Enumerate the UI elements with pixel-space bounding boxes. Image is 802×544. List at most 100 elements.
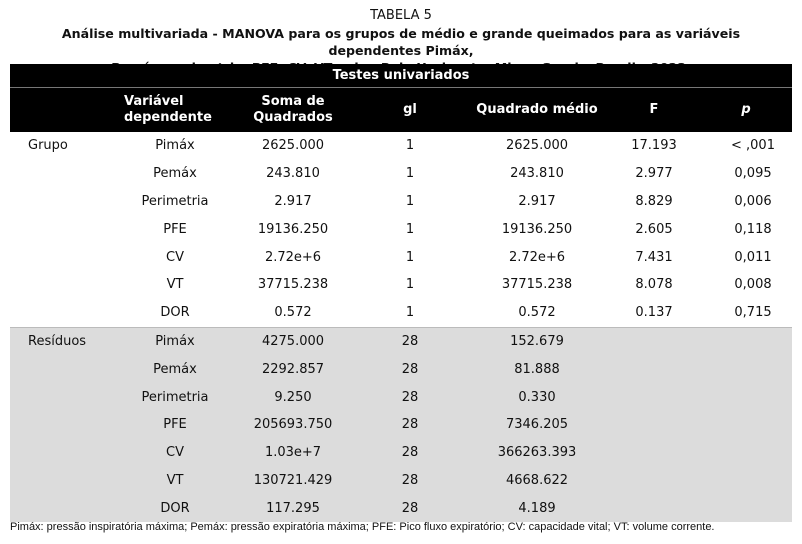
cell-ms: 366263.393	[466, 438, 608, 467]
cell-ss: 1.03e+7	[232, 438, 354, 467]
cell-variable: Pimáx	[118, 326, 232, 356]
header-p: p	[700, 87, 792, 132]
cell-df: 1	[405, 138, 415, 154]
header-empty	[10, 87, 118, 132]
cell-p	[700, 355, 792, 384]
cell-ss: 4275.000	[232, 326, 354, 356]
cell-p: 0,118	[734, 221, 772, 237]
header-variable-line2: dependente	[124, 110, 212, 125]
cell-df: 28	[354, 466, 466, 495]
cell-p: 0,008	[734, 277, 772, 293]
cell-ss: 19136.250	[257, 221, 329, 237]
table-row: CV 1.03e+7 28 366263.393	[10, 438, 792, 467]
cell-f	[608, 355, 700, 384]
cell-ss: 37715.238	[257, 277, 329, 293]
caption-line-1: Análise multivariada - MANOVA para os gr…	[61, 26, 741, 58]
cell-ms: 37715.238	[501, 277, 573, 293]
table-title: TABELA 5	[370, 8, 432, 23]
cell-variable: Pemáx	[118, 355, 232, 384]
table-row: CV 2.72e+6 1 2.72e+6 7.431 0,011	[10, 243, 792, 271]
cell-variable: CV	[166, 249, 184, 265]
cell-f	[608, 326, 700, 356]
cell-f: 8.829	[635, 193, 673, 209]
band-row: Testes univariados	[10, 64, 792, 88]
cell-p	[700, 494, 792, 523]
cell-p: 0,006	[734, 193, 772, 209]
cell-p	[700, 410, 792, 439]
cell-variable: VT	[166, 277, 184, 293]
cell-f: 7.431	[635, 249, 673, 265]
cell-ss: 130721.429	[232, 466, 354, 495]
cell-variable: Perimetria	[141, 193, 209, 209]
cell-ss: 2.72e+6	[264, 249, 322, 265]
table-row: Perimetria 2.917 1 2.917 8.829 0,006	[10, 188, 792, 216]
table-footnote: Pimáx: pressão inspiratória máxima; Pemá…	[10, 521, 715, 533]
cell-ms: 19136.250	[501, 221, 573, 237]
cell-ms: 2.917	[518, 193, 556, 209]
cell-f: 8.078	[635, 277, 673, 293]
cell-ms: 81.888	[466, 355, 608, 384]
cell-ms: 7346.205	[466, 410, 608, 439]
cell-p	[700, 466, 792, 495]
cell-f: 2.605	[635, 221, 673, 237]
cell-ms: 0.330	[466, 383, 608, 411]
table-row: VT 130721.429 28 4668.622	[10, 466, 792, 495]
cell-ms: 243.810	[510, 166, 564, 182]
cell-ss: 117.295	[232, 494, 354, 523]
cell-ss: 9.250	[232, 383, 354, 411]
cell-f	[608, 494, 700, 523]
cell-f: 0.137	[635, 305, 673, 321]
table-row: DOR 0.572 1 0.572 0.137 0,715	[10, 299, 792, 327]
header-ss-line2: Quadrados	[253, 110, 333, 125]
cell-ms: 2625.000	[505, 138, 569, 154]
cell-ms: 4.189	[466, 494, 608, 523]
cell-variable: CV	[118, 438, 232, 467]
table-row: Grupo Pimáx 2625.000 1 2625.000 17.193 <…	[10, 132, 792, 160]
cell-df: 1	[405, 277, 415, 293]
cell-variable: Pemáx	[153, 166, 197, 182]
header-variable-line1: Variável	[124, 94, 184, 109]
cell-df: 28	[354, 383, 466, 411]
table-row: DOR 117.295 28 4.189	[10, 494, 792, 523]
cell-df: 28	[354, 355, 466, 384]
header-f: F	[608, 87, 700, 132]
cell-p	[700, 383, 792, 411]
cell-p	[700, 438, 792, 467]
cell-variable: VT	[118, 466, 232, 495]
group-label-residuos: Resíduos	[10, 326, 118, 356]
group-label-grupo: Grupo	[28, 138, 68, 154]
cell-df: 28	[354, 326, 466, 356]
cell-f	[608, 410, 700, 439]
header-sum-of-squares: Soma de Quadrados	[232, 87, 354, 132]
cell-p: 0,715	[734, 305, 772, 321]
table-row: PFE 205693.750 28 7346.205	[10, 410, 792, 439]
cell-ss: 2.917	[274, 193, 312, 209]
cell-df: 28	[354, 494, 466, 523]
cell-variable: PFE	[163, 221, 187, 237]
cell-ss: 243.810	[266, 166, 320, 182]
cell-ss: 0.572	[274, 305, 312, 321]
cell-p: < ,001	[731, 138, 775, 154]
cell-ms: 2.72e+6	[508, 249, 566, 265]
cell-df: 1	[405, 249, 415, 265]
cell-df: 28	[354, 410, 466, 439]
manova-table: Testes univariados Variável dependente S…	[10, 64, 792, 523]
header-ss-line1: Soma de	[261, 94, 325, 109]
cell-variable: PFE	[118, 410, 232, 439]
header-df: gl	[354, 87, 466, 132]
cell-df: 28	[354, 438, 466, 467]
cell-df: 1	[405, 166, 415, 182]
cell-f: 2.977	[635, 166, 673, 182]
cell-df: 1	[405, 221, 415, 237]
cell-variable: Perimetria	[118, 383, 232, 411]
table-row: Pemáx 243.810 1 243.810 2.977 0,095	[10, 160, 792, 188]
cell-ss: 205693.750	[232, 410, 354, 439]
cell-ms: 152.679	[466, 326, 608, 356]
table-row: VT 37715.238 1 37715.238 8.078 0,008	[10, 271, 792, 299]
band-title: Testes univariados	[10, 64, 792, 88]
header-variable: Variável dependente	[118, 87, 232, 132]
header-mean-square: Quadrado médio	[466, 87, 608, 132]
cell-variable: DOR	[118, 494, 232, 523]
cell-ms: 4668.622	[466, 466, 608, 495]
cell-ms: 0.572	[518, 305, 556, 321]
